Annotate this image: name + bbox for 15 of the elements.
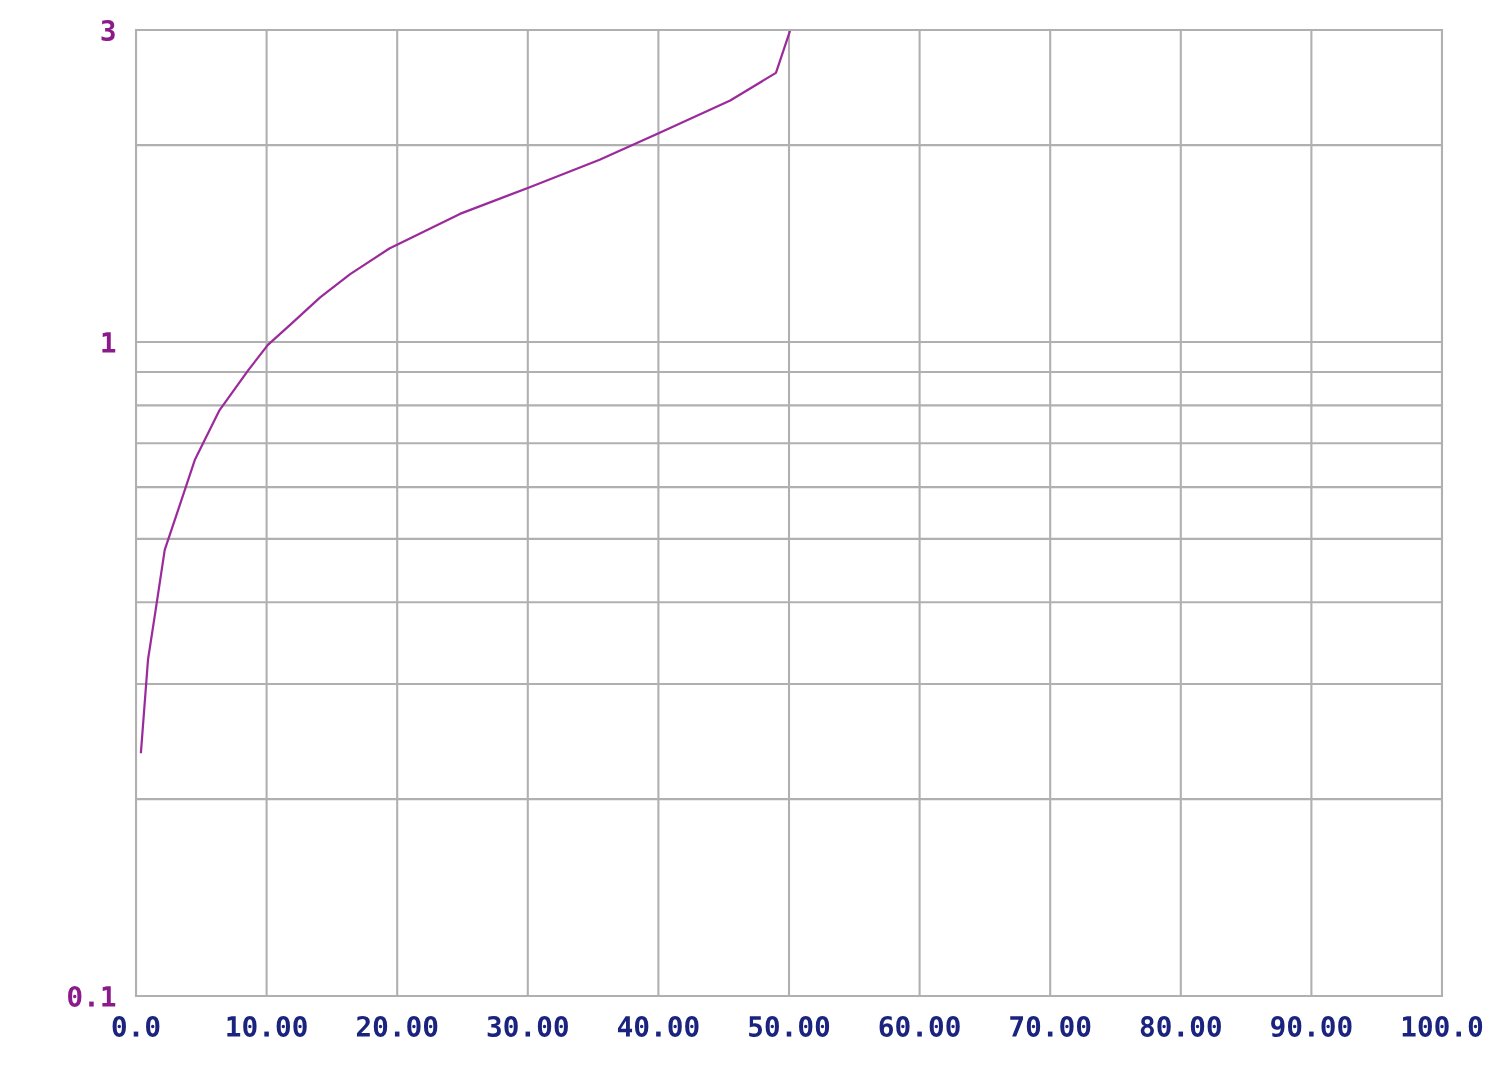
x-tick-label: 70.00 xyxy=(1010,1015,1091,1037)
line-series xyxy=(139,30,792,754)
x-tick-label: 90.00 xyxy=(1271,1015,1352,1038)
x-tick-label: 20.00 xyxy=(356,1015,438,1037)
x-tick-label: 0.0 xyxy=(112,1015,160,1037)
x-tick-label: 40.00 xyxy=(617,1015,699,1037)
x-tick-label: 50.00 xyxy=(749,1015,830,1037)
x-tick-label: 80.00 xyxy=(1140,1015,1221,1037)
y-tick-label: 0.1 xyxy=(68,985,116,1007)
x-tick-label: 10.00 xyxy=(227,1015,307,1037)
x-tick-label: 30.00 xyxy=(487,1015,568,1037)
y-tick-label: 3 xyxy=(101,19,115,41)
y-tick-label: 1 xyxy=(102,332,116,353)
x-tick-label: 60.00 xyxy=(879,1015,960,1037)
x-tick-label: 100.0 xyxy=(1402,1015,1483,1037)
